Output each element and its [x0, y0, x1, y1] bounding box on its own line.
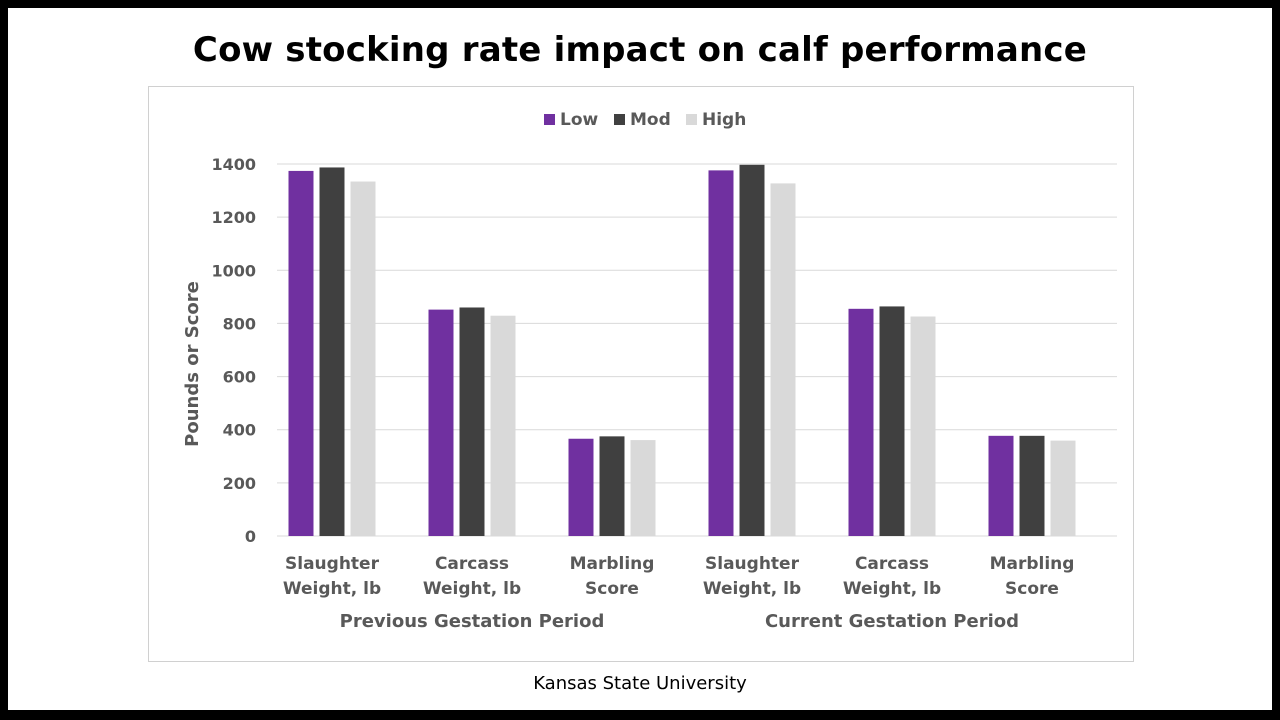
bar-low	[708, 170, 734, 536]
x-category-label: Weight, lb	[703, 579, 801, 599]
y-tick-label: 1400	[211, 155, 256, 174]
y-tick-label: 800	[223, 314, 256, 333]
x-category-label: Marbling	[990, 554, 1075, 574]
x-category-label: Slaughter	[285, 554, 380, 574]
x-category-label: Score	[1005, 579, 1059, 599]
x-group-label: Current Gestation Period	[765, 611, 1019, 632]
y-tick-label: 1000	[211, 261, 256, 280]
x-category-label: Weight, lb	[423, 579, 521, 599]
bar-low	[568, 438, 594, 536]
legend-label-high: High	[702, 110, 746, 130]
y-tick-label: 1200	[211, 208, 256, 227]
x-category-label: Carcass	[855, 554, 929, 574]
y-tick-label: 400	[223, 421, 256, 440]
legend-swatch-high	[686, 114, 697, 125]
bar-low	[848, 308, 874, 536]
legend-label-mod: Mod	[630, 110, 671, 130]
bar-low	[988, 435, 1014, 536]
bar-high	[910, 316, 936, 536]
bar-low	[288, 170, 314, 536]
bar-mod	[319, 167, 345, 536]
x-group-label: Previous Gestation Period	[340, 611, 605, 632]
y-tick-label: 200	[223, 474, 256, 493]
bar-high	[490, 315, 516, 536]
bar-mod	[459, 307, 485, 536]
slide-title: Cow stocking rate impact on calf perform…	[192, 30, 1088, 70]
bar-mod	[599, 436, 625, 536]
x-category-label: Weight, lb	[843, 579, 941, 599]
bar-mod	[879, 306, 905, 536]
legend-label-low: Low	[560, 110, 599, 130]
chart-frame: 0 200 400 600 800 1000 1200 1400 Pounds or Score…	[148, 86, 1134, 662]
bar-high	[350, 181, 376, 536]
bar-high	[630, 440, 656, 536]
legend-swatch-mod	[614, 114, 625, 125]
bar-chart: 0 200 400 600 800 1000 1200 1400 Pounds or Score…	[182, 110, 1117, 632]
source-credit: Kansas State University	[533, 673, 747, 694]
x-category-label: Carcass	[435, 554, 509, 574]
y-tick-label: 0	[245, 527, 256, 546]
y-axis-label: Pounds or Score	[182, 281, 203, 447]
x-category-label: Weight, lb	[283, 579, 381, 599]
bar-mod	[739, 164, 765, 536]
bar-low	[428, 309, 454, 536]
x-category-label: Slaughter	[705, 554, 800, 574]
x-category-label: Marbling	[570, 554, 655, 574]
bar-mod	[1019, 435, 1045, 536]
slide: Cow stocking rate impact on calf perform…	[8, 8, 1272, 710]
x-category-label: Score	[585, 579, 639, 599]
bar-high	[1050, 440, 1076, 536]
legend-swatch-low	[544, 114, 555, 125]
y-tick-label: 600	[223, 368, 256, 387]
bar-high	[770, 183, 796, 536]
